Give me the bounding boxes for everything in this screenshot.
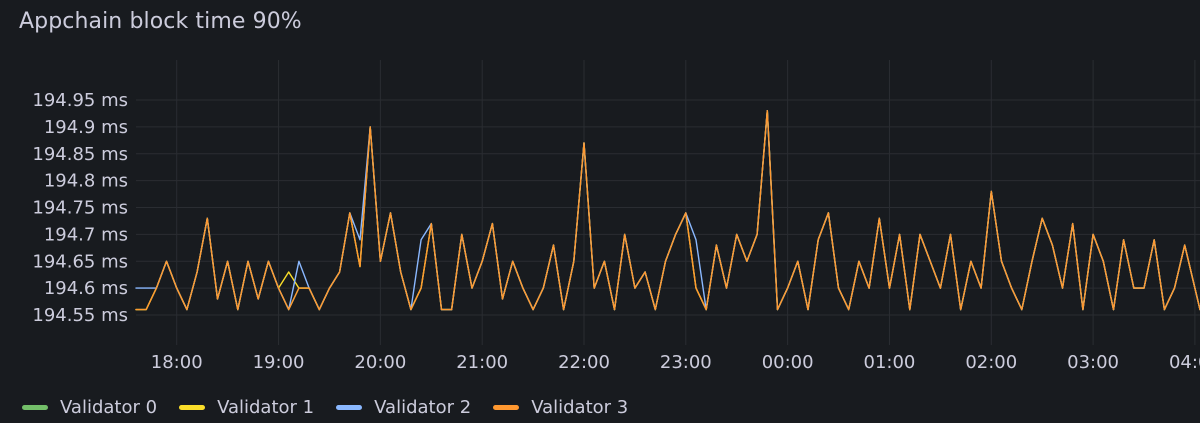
y-tick-label: 194.9 ms [44,117,128,138]
x-tick-label: 03:00 [1067,352,1119,373]
x-tick-label: 19:00 [253,352,305,373]
legend-label: Validator 2 [374,396,472,418]
y-tick-label: 194.65 ms [32,251,128,272]
legend-label: Validator 3 [531,396,629,418]
legend-item-validator-3[interactable]: Validator 3 [493,397,628,418]
axis-layer: 194.55 ms 194.6 ms 194.65 ms 194.7 ms 194.75… [32,90,1200,373]
y-tick-label: 194.75 ms [32,198,128,219]
grid-layer [136,60,1200,345]
y-tick-label: 194.95 ms [32,90,128,111]
series-layer [135,109,1200,311]
legend-label: Validator 1 [217,396,315,418]
x-tick-label: 00:00 [762,352,814,373]
x-tick-label: 20:00 [354,352,406,373]
y-tick-label: 194.55 ms [32,305,128,326]
series-line-validator-2[interactable] [135,109,1200,311]
series-line-validator-3[interactable] [135,109,1200,311]
x-tick-label: 01:00 [864,352,916,373]
y-tick-label: 194.85 ms [32,144,128,165]
y-tick-label: 194.8 ms [44,171,128,192]
panel-header[interactable]: Appchain block time 90% [0,0,1200,50]
legend-item-validator-0[interactable]: Validator 0 [22,397,157,418]
legend-swatch [493,404,520,410]
x-tick-label: 22:00 [558,352,610,373]
legend-item-validator-1[interactable]: Validator 1 [179,397,314,418]
x-tick-label: 21:00 [456,352,508,373]
panel-title: Appchain block time 90% [19,9,302,34]
y-tick-label: 194.7 ms [44,224,128,245]
x-tick-label: 23:00 [660,352,712,373]
chart-svg[interactable]: 194.55 ms 194.6 ms 194.65 ms 194.7 ms 194.75… [0,0,1200,385]
x-tick-label: 04:00 [1169,352,1200,373]
x-tick-label: 02:00 [965,352,1017,373]
legend-swatch [336,404,363,410]
legend-item-validator-2[interactable]: Validator 2 [336,397,471,418]
legend-swatch [179,404,206,410]
legend-swatch [22,404,48,410]
y-tick-label: 194.6 ms [44,278,128,299]
legend: Validator 0 Validator 1 Validator 2 Validat… [22,393,628,421]
x-tick-label: 18:00 [151,352,203,373]
legend-label: Validator 0 [60,396,158,418]
